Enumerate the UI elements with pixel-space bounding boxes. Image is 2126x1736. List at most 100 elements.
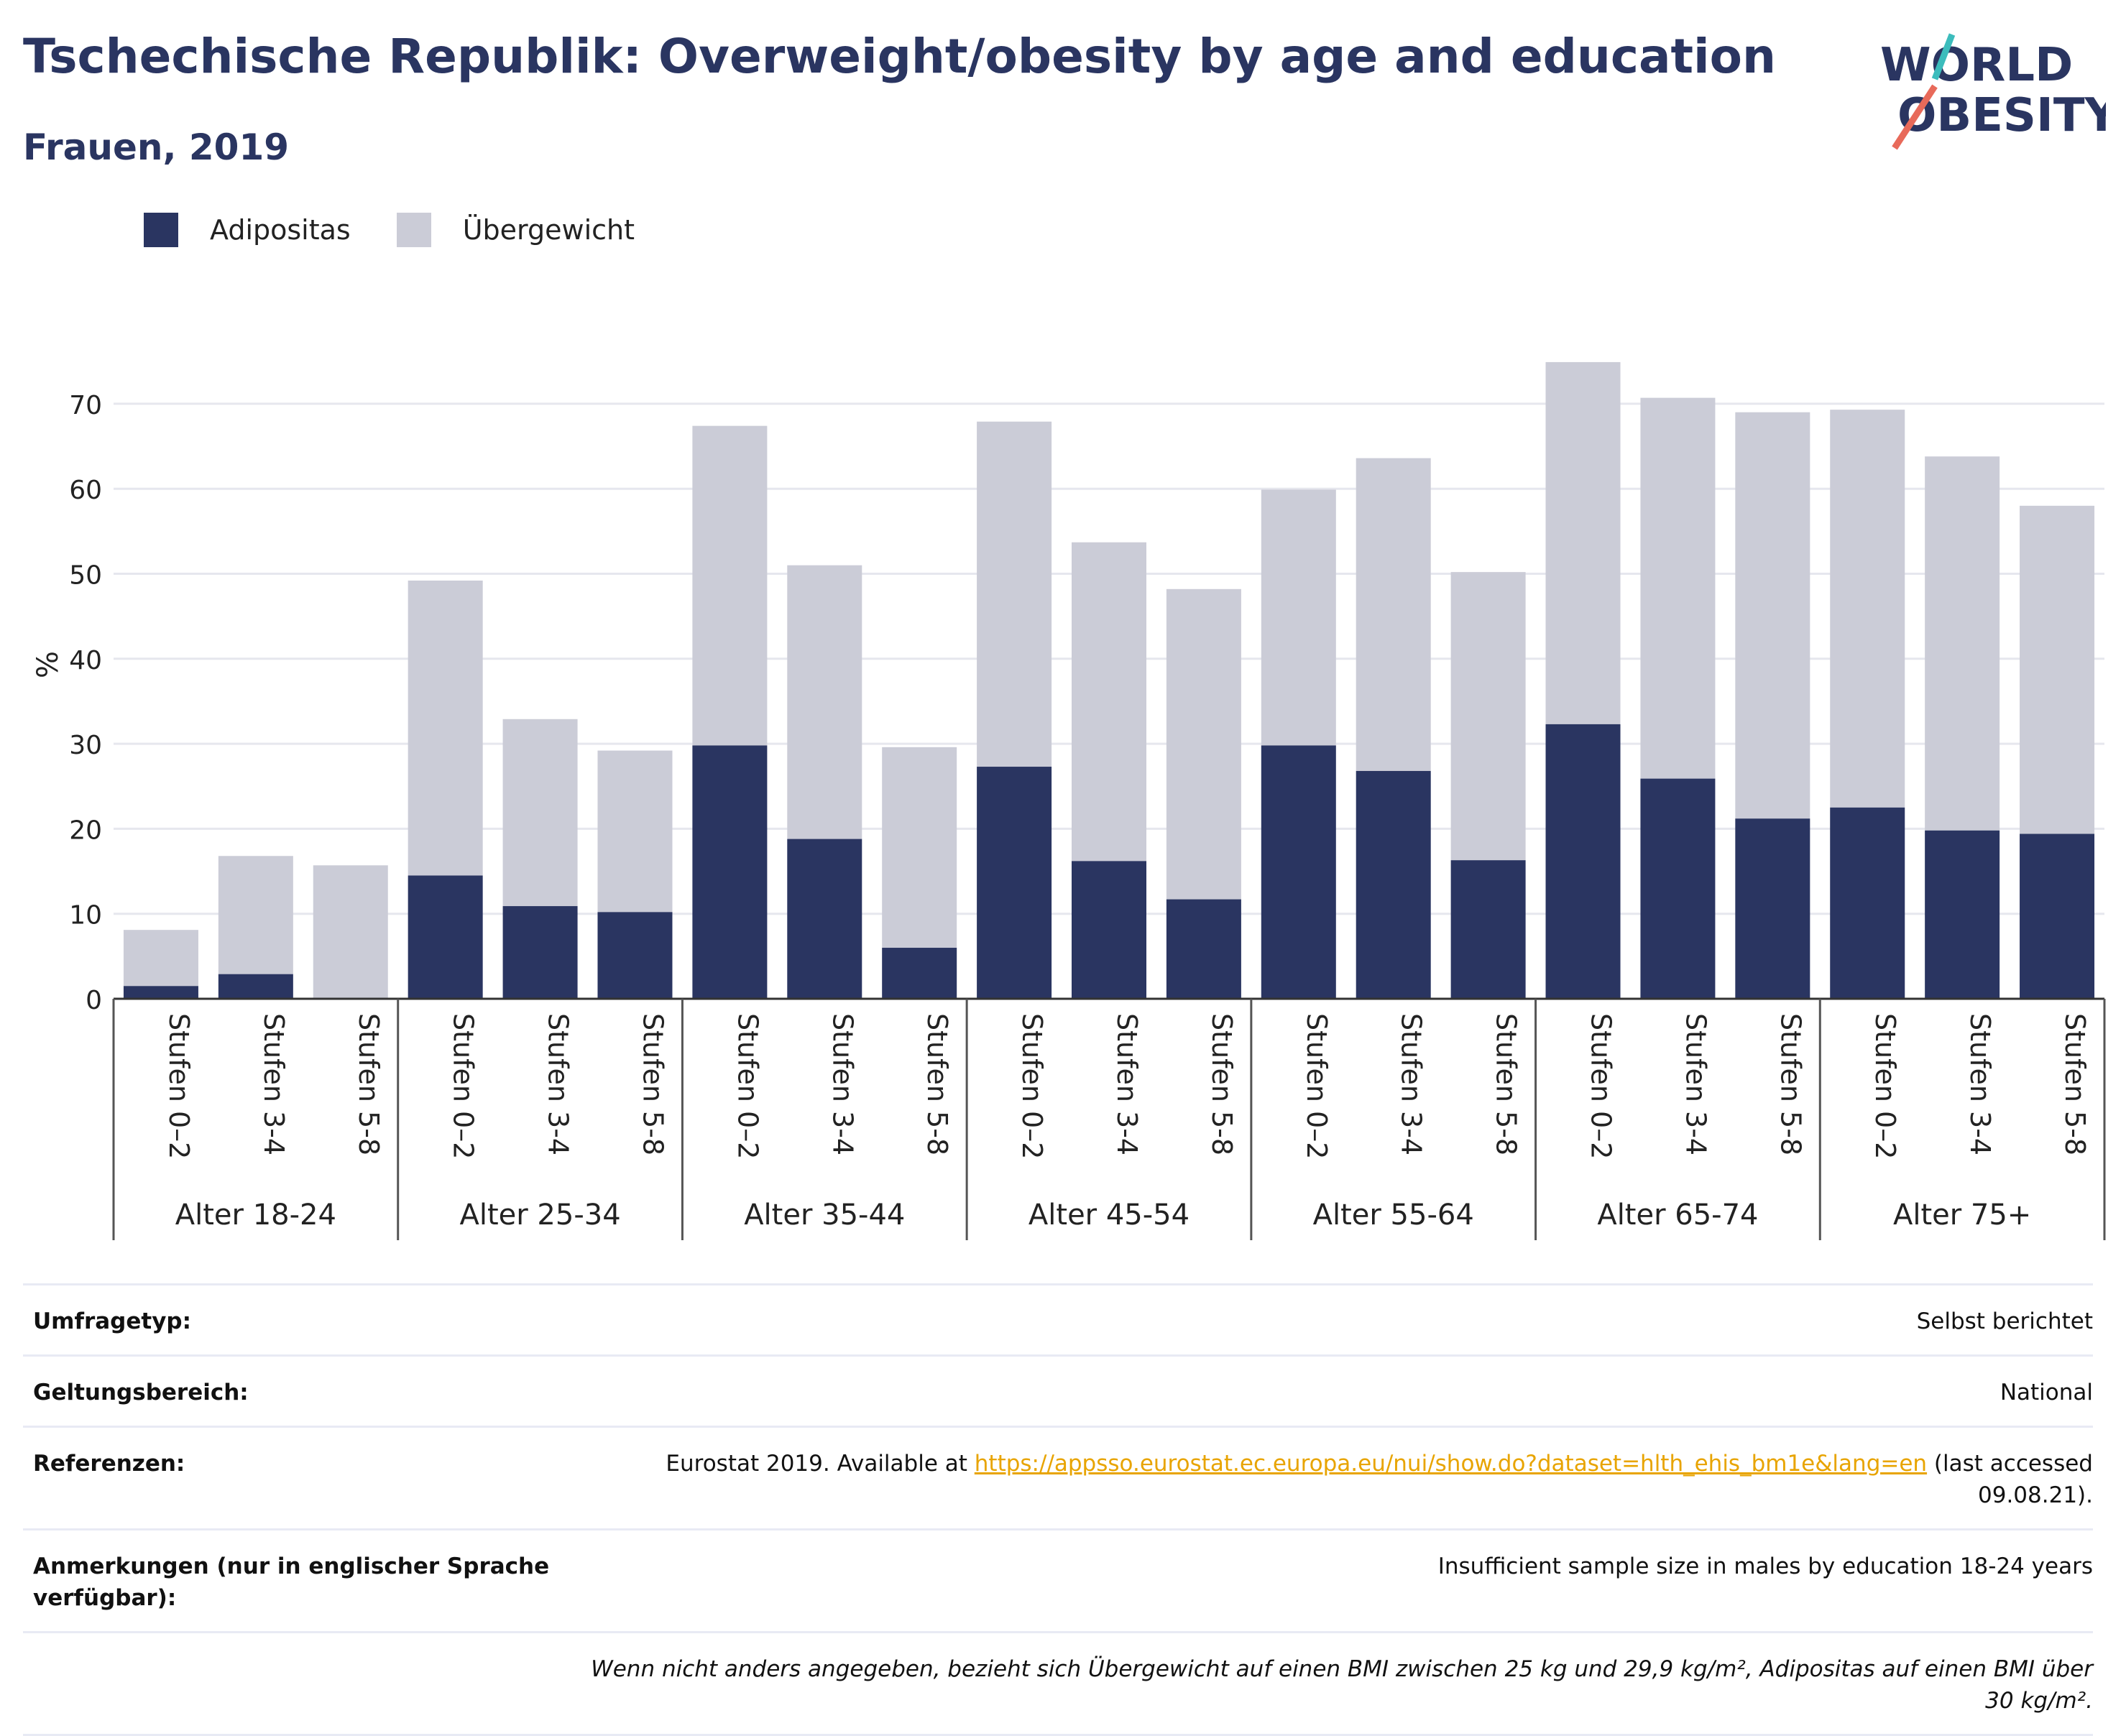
bar-uebergewicht bbox=[218, 856, 293, 974]
info-value-scope: National bbox=[2000, 1380, 2093, 1405]
x-tick-label: Stufen 3-4 bbox=[1964, 1013, 1996, 1155]
x-tick-label: Stufen 0–2 bbox=[1301, 1013, 1333, 1159]
bmi-definition-note: Wenn nicht anders angegeben, bezieht sic… bbox=[591, 1656, 2093, 1714]
x-tick-label: Stufen 0–2 bbox=[732, 1013, 763, 1159]
x-tick-label: Stufen 5-8 bbox=[2059, 1013, 2091, 1155]
bar-adipositas bbox=[597, 912, 673, 999]
info-row-definition: Wenn nicht anders angegeben, bezieht sic… bbox=[23, 1631, 2093, 1736]
bar-adipositas bbox=[1166, 899, 1241, 999]
info-value-survey-type: Selbst berichtet bbox=[1916, 1308, 2093, 1334]
bar-uebergewicht bbox=[1830, 410, 1905, 808]
group-label: Alter 75+ bbox=[1893, 1199, 2031, 1232]
bar-uebergewicht bbox=[597, 750, 673, 913]
x-tick-label: Stufen 5-8 bbox=[1775, 1013, 1806, 1155]
bar-adipositas bbox=[1545, 724, 1621, 999]
bar-uebergewicht bbox=[977, 421, 1052, 767]
legend-item-uebergewicht[interactable]: Übergewicht bbox=[396, 213, 635, 247]
x-tick-label: Stufen 3-4 bbox=[1396, 1013, 1427, 1155]
bar-uebergewicht bbox=[1166, 588, 1241, 900]
bar-adipositas bbox=[2020, 834, 2095, 999]
y-tick-label: 20 bbox=[69, 816, 102, 845]
x-tick-label: Stufen 5-8 bbox=[637, 1013, 668, 1155]
bar-uebergewicht bbox=[502, 719, 578, 907]
info-label-references: Referenzen: bbox=[33, 1451, 185, 1477]
world-obesity-logo: WORLD OBESITY bbox=[1880, 33, 2106, 150]
bar-uebergewicht bbox=[1072, 542, 1146, 862]
x-tick-label: Stufen 3-4 bbox=[258, 1013, 290, 1155]
reference-text: Eurostat 2019. Available at bbox=[666, 1451, 975, 1477]
bar-adipositas bbox=[1450, 860, 1526, 999]
x-tick-label: Stufen 5-8 bbox=[353, 1013, 385, 1155]
bar-adipositas bbox=[1830, 807, 1905, 999]
bar-adipositas bbox=[218, 974, 293, 999]
x-tick-label: Stufen 0–2 bbox=[448, 1013, 479, 1159]
logo-line-2: OBESITY bbox=[1897, 89, 2106, 142]
y-tick-label: 0 bbox=[86, 986, 102, 1015]
bar-uebergewicht bbox=[1356, 458, 1431, 771]
info-table: Umfragetyp: Selbst berichtet Geltungsber… bbox=[23, 1283, 2093, 1736]
legend-swatch-adipositas bbox=[144, 213, 178, 247]
bar-uebergewicht bbox=[1450, 572, 1526, 861]
bar-adipositas bbox=[1261, 745, 1336, 999]
bar-uebergewicht bbox=[408, 580, 483, 876]
reference-link[interactable]: https://appsso.eurostat.ec.europa.eu/nui… bbox=[974, 1451, 1928, 1477]
x-tick-label: Stufen 0–2 bbox=[1869, 1013, 1901, 1159]
bar-uebergewicht bbox=[1640, 397, 1716, 779]
y-tick-label: 10 bbox=[69, 901, 102, 931]
stacked-bar-chart: 0 10 20 30 40 50 60 70% Stufen 0–2 Stufen 3-4 Stuf… bbox=[32, 361, 2106, 1240]
bar-uebergewicht bbox=[1545, 361, 1621, 724]
x-tick-label: Stufen 3-4 bbox=[827, 1013, 858, 1155]
info-row-references: Referenzen: Eurostat 2019. Available at … bbox=[23, 1426, 2093, 1528]
bar-uebergewicht bbox=[2020, 505, 2095, 834]
bar-adipositas bbox=[1072, 861, 1146, 999]
bar-uebergewicht bbox=[882, 747, 957, 948]
group-label: Alter 35-44 bbox=[744, 1199, 905, 1232]
bar-adipositas bbox=[502, 906, 578, 999]
x-tick-label: Stufen 3-4 bbox=[1680, 1013, 1711, 1155]
bar-uebergewicht bbox=[692, 425, 768, 746]
x-tick-label: Stufen 5-8 bbox=[1206, 1013, 1238, 1155]
y-tick-label: 50 bbox=[69, 561, 102, 591]
info-value-notes: Insufficient sample size in males by edu… bbox=[1437, 1553, 2093, 1579]
y-tick-label: 40 bbox=[69, 646, 102, 675]
bar-uebergewicht bbox=[787, 565, 862, 839]
info-row-scope: Geltungsbereich: National bbox=[23, 1354, 2093, 1426]
group-label: Alter 65-74 bbox=[1597, 1199, 1758, 1232]
x-tick-label: Stufen 5-8 bbox=[921, 1013, 953, 1155]
y-tick-label: 60 bbox=[69, 476, 102, 505]
bar-adipositas bbox=[787, 839, 862, 999]
y-tick-label: 30 bbox=[69, 731, 102, 760]
bar-uebergewicht bbox=[1261, 489, 1336, 746]
x-tick-label: Stufen 3-4 bbox=[1111, 1013, 1143, 1155]
x-tick-label: Stufen 0–2 bbox=[1586, 1013, 1617, 1159]
bar-adipositas bbox=[1735, 818, 1810, 999]
legend-label-adipositas: Adipositas bbox=[210, 214, 351, 246]
reference-access-note: (last accessed 09.08.21). bbox=[1927, 1451, 2093, 1508]
legend-label-uebergewicht: Übergewicht bbox=[462, 214, 635, 246]
bar-uebergewicht bbox=[123, 930, 198, 987]
info-label-notes: Anmerkungen (nur in englischer Sprache v… bbox=[33, 1553, 550, 1611]
x-tick-label: Stufen 0–2 bbox=[163, 1013, 195, 1159]
info-label-scope: Geltungsbereich: bbox=[33, 1380, 249, 1405]
bar-adipositas bbox=[1356, 770, 1431, 999]
group-label: Alter 18-24 bbox=[175, 1199, 336, 1232]
y-tick-label: 70 bbox=[69, 391, 102, 420]
bar-uebergewicht bbox=[313, 865, 388, 999]
info-row-notes: Anmerkungen (nur in englischer Sprache v… bbox=[23, 1528, 2093, 1631]
bar-uebergewicht bbox=[1925, 456, 2000, 831]
bar-adipositas bbox=[692, 745, 768, 999]
x-tick-label: Stufen 5-8 bbox=[1491, 1013, 1522, 1155]
group-label: Alter 25-34 bbox=[459, 1199, 620, 1232]
bar-adipositas bbox=[1925, 830, 2000, 999]
group-label: Alter 55-64 bbox=[1313, 1199, 1474, 1232]
y-axis-label: % bbox=[32, 651, 65, 678]
legend-item-adipositas[interactable]: Adipositas bbox=[144, 213, 351, 247]
chart-subtitle: Frauen, 2019 bbox=[23, 126, 290, 168]
x-tick-label: Stufen 0–2 bbox=[1016, 1013, 1048, 1159]
legend-swatch-uebergewicht bbox=[396, 213, 431, 247]
chart-legend: Adipositas Übergewicht bbox=[144, 213, 681, 247]
bar-adipositas bbox=[882, 948, 957, 999]
bar-adipositas bbox=[408, 875, 483, 999]
bar-adipositas bbox=[123, 986, 198, 999]
group-label: Alter 45-54 bbox=[1029, 1199, 1189, 1232]
